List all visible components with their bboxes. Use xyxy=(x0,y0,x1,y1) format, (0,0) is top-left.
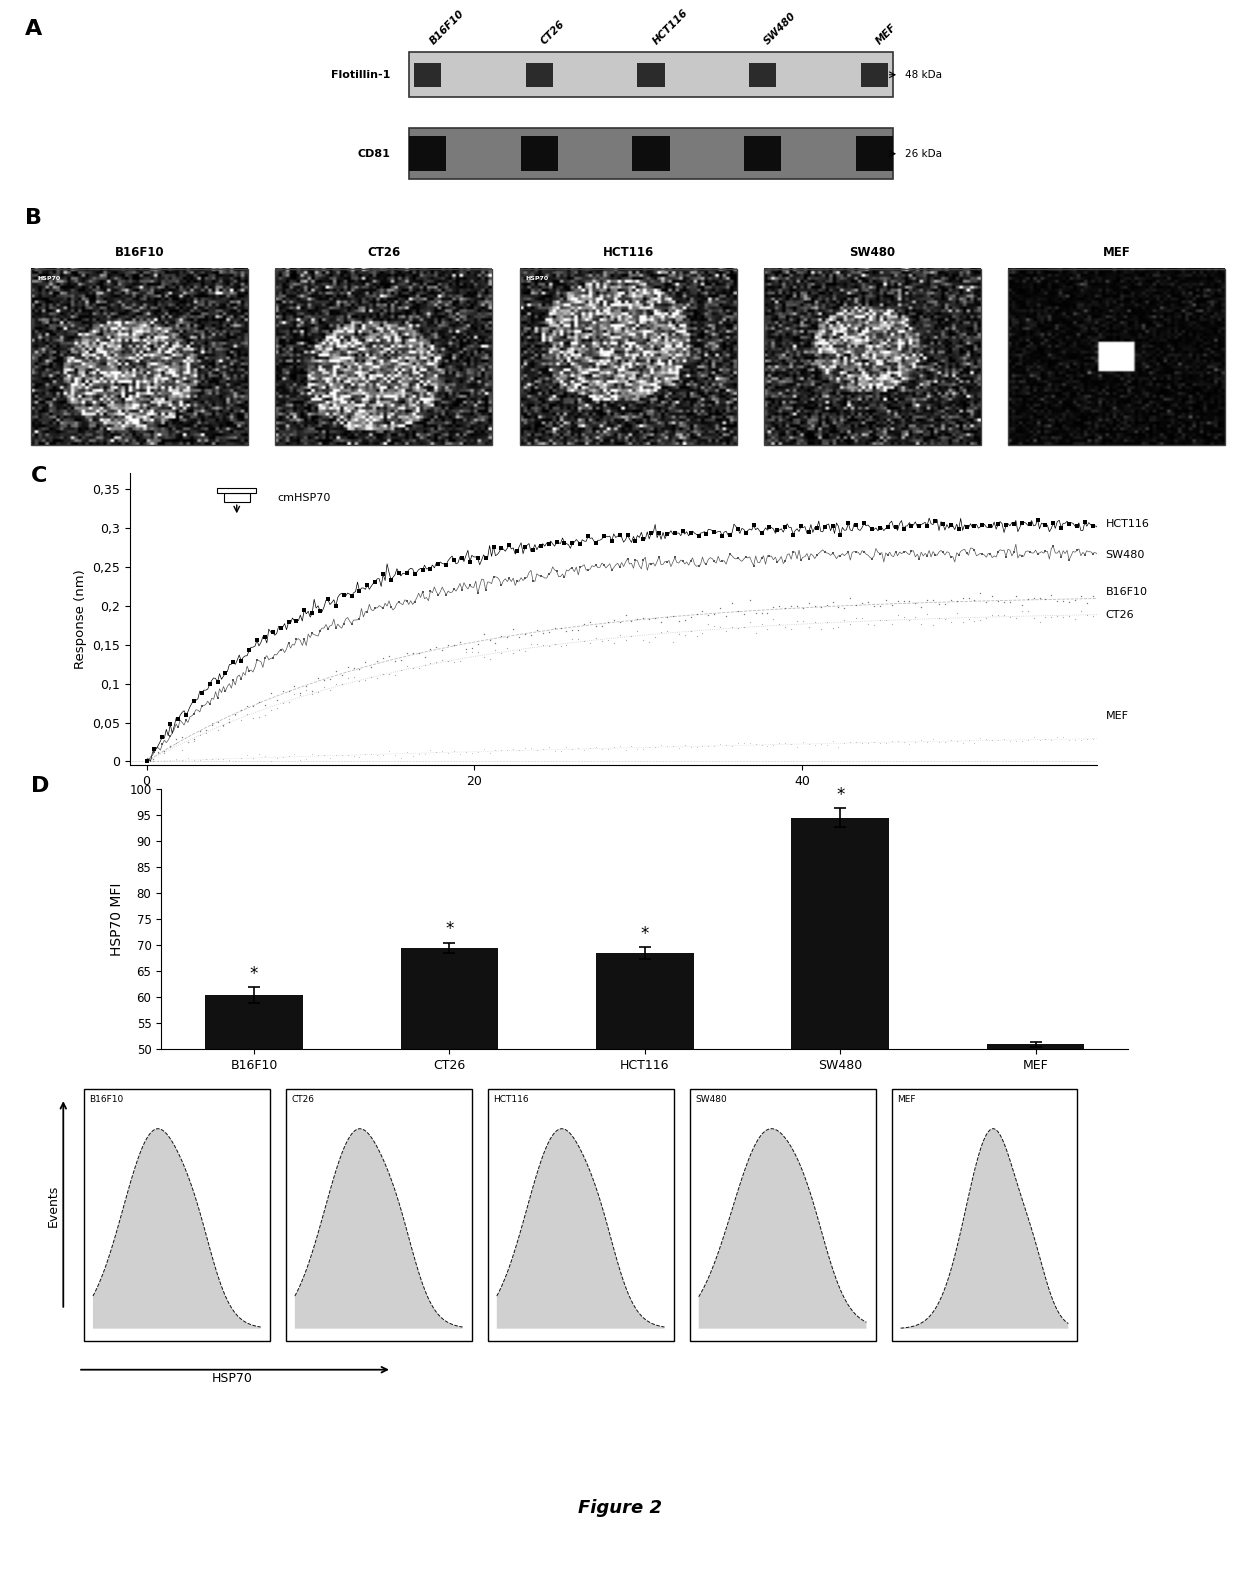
Polygon shape xyxy=(93,1128,260,1329)
Text: 26 kDa: 26 kDa xyxy=(905,148,942,159)
Text: *: * xyxy=(445,920,454,939)
Text: HSP70: HSP70 xyxy=(526,276,549,281)
Text: CT26: CT26 xyxy=(291,1095,315,1105)
Bar xyxy=(217,488,257,492)
Bar xyxy=(526,63,553,87)
Bar xyxy=(409,136,446,172)
Text: MEF: MEF xyxy=(1102,246,1131,259)
Text: MEF: MEF xyxy=(898,1095,915,1105)
Text: CT26: CT26 xyxy=(539,19,567,47)
Text: MEF: MEF xyxy=(874,22,899,47)
Bar xyxy=(31,268,248,445)
Bar xyxy=(749,63,776,87)
Text: cmHSP70: cmHSP70 xyxy=(278,494,331,503)
Text: CD81: CD81 xyxy=(357,148,391,159)
Text: Events: Events xyxy=(47,1185,60,1226)
Bar xyxy=(861,63,888,87)
Polygon shape xyxy=(698,1128,867,1329)
Polygon shape xyxy=(900,1128,1069,1329)
Text: SW480: SW480 xyxy=(849,246,895,259)
Text: C: C xyxy=(31,466,47,486)
Text: HCT116: HCT116 xyxy=(651,8,689,47)
Y-axis label: Response (nm): Response (nm) xyxy=(74,570,87,669)
Text: CT26: CT26 xyxy=(1106,611,1135,620)
Bar xyxy=(856,136,893,172)
Bar xyxy=(275,268,492,445)
Text: Flotillin-1: Flotillin-1 xyxy=(331,69,391,80)
Text: Figure 2: Figure 2 xyxy=(578,1499,662,1516)
Text: HCT116: HCT116 xyxy=(603,246,653,259)
Bar xyxy=(414,63,441,87)
Bar xyxy=(596,953,693,1310)
Text: D: D xyxy=(31,776,50,797)
Text: HCT116: HCT116 xyxy=(494,1095,529,1105)
Bar xyxy=(84,1089,270,1341)
Bar xyxy=(521,136,558,172)
Text: CT26: CT26 xyxy=(367,246,401,259)
Bar xyxy=(632,136,670,172)
Polygon shape xyxy=(295,1128,463,1329)
Text: HSP70: HSP70 xyxy=(212,1373,253,1385)
Text: A: A xyxy=(25,19,42,39)
Bar xyxy=(285,1089,471,1341)
Text: HCT116: HCT116 xyxy=(1106,519,1149,529)
Bar xyxy=(487,1089,673,1341)
Bar xyxy=(764,268,981,445)
Bar xyxy=(892,1089,1078,1341)
Text: *: * xyxy=(641,925,649,942)
Bar xyxy=(689,1089,875,1341)
Bar xyxy=(1008,268,1225,445)
Bar xyxy=(401,948,498,1310)
Bar xyxy=(637,63,665,87)
Bar xyxy=(987,1045,1085,1310)
Text: SW480: SW480 xyxy=(696,1095,727,1105)
Y-axis label: HSP70 MFI: HSP70 MFI xyxy=(109,882,124,956)
Bar xyxy=(520,268,737,445)
Text: B16F10: B16F10 xyxy=(1106,587,1147,596)
Text: B: B xyxy=(25,208,42,227)
Text: B16F10: B16F10 xyxy=(114,246,165,259)
Bar xyxy=(409,128,893,180)
Text: HSP70: HSP70 xyxy=(37,276,61,281)
Text: SW480: SW480 xyxy=(1106,551,1145,560)
Text: *: * xyxy=(836,786,844,805)
Text: SW480: SW480 xyxy=(763,11,799,47)
Text: 48 kDa: 48 kDa xyxy=(905,69,942,80)
Polygon shape xyxy=(497,1128,665,1329)
Bar xyxy=(409,52,893,98)
Bar xyxy=(205,994,303,1310)
Text: B16F10: B16F10 xyxy=(89,1095,124,1105)
Text: *: * xyxy=(249,964,258,983)
X-axis label: Time (sec): Time (sec) xyxy=(569,794,658,808)
Bar xyxy=(791,817,889,1310)
Bar xyxy=(744,136,781,172)
Text: B16F10: B16F10 xyxy=(428,8,466,47)
Text: MEF: MEF xyxy=(1106,710,1128,721)
Bar xyxy=(223,492,250,502)
